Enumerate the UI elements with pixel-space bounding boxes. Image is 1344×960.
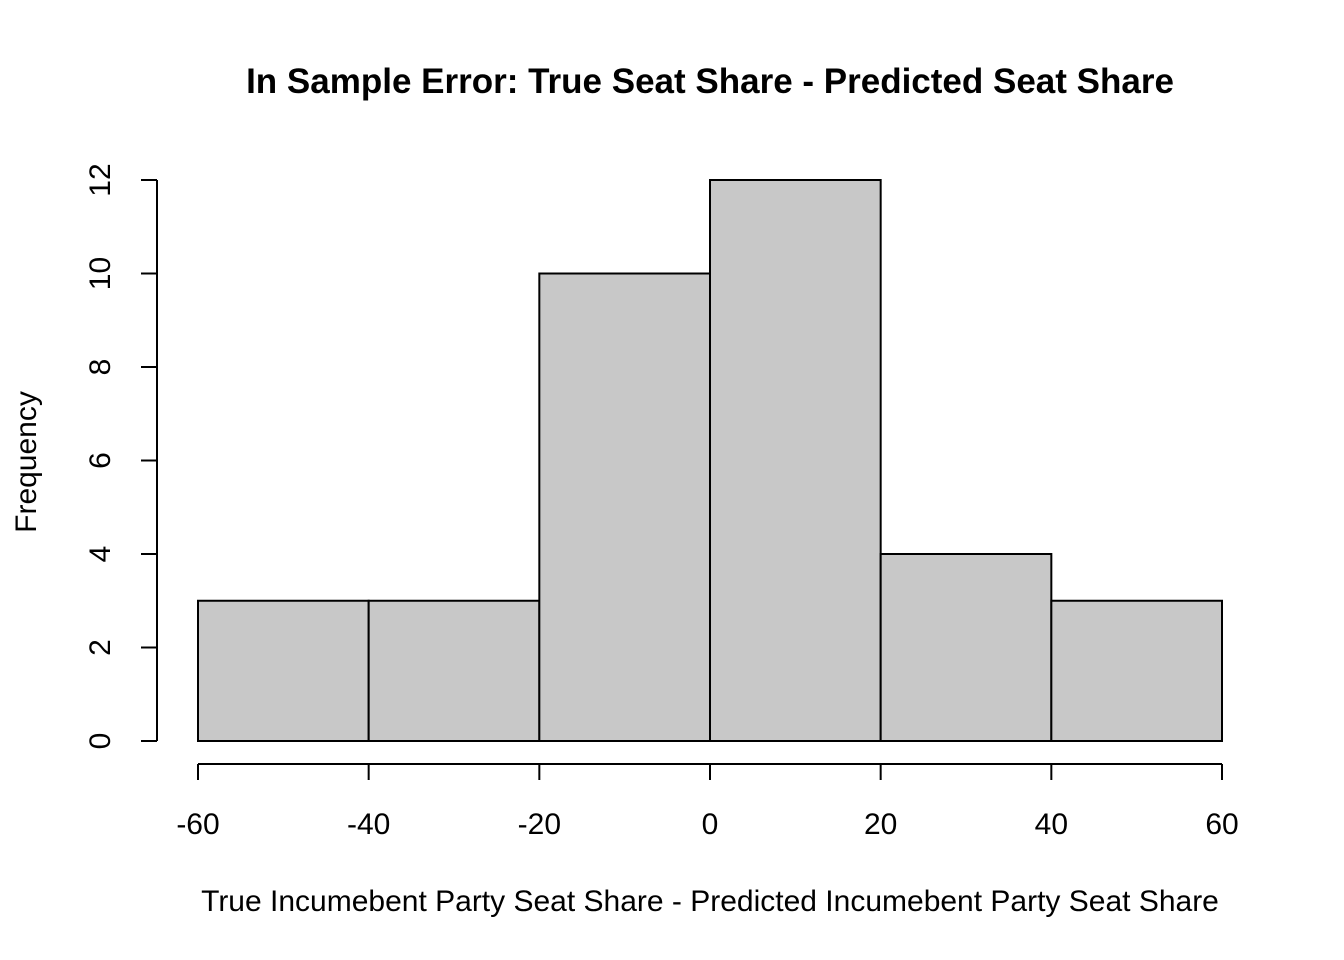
histogram-bar: [197, 599, 370, 742]
x-tick-label: 60: [1205, 808, 1238, 841]
x-tick-label: -60: [176, 808, 219, 841]
y-tick-label: 4: [84, 546, 117, 563]
histogram-bar: [367, 599, 541, 742]
y-tick-label: 12: [84, 163, 117, 196]
x-tick-label: -40: [347, 808, 390, 841]
y-tick-label: 8: [84, 359, 117, 376]
histogram-bar: [538, 272, 711, 742]
x-tick-label: -20: [518, 808, 561, 841]
chart-title: In Sample Error: True Seat Share - Predi…: [246, 62, 1174, 101]
histogram-bar: [709, 179, 882, 742]
x-tick-label: 40: [1035, 808, 1068, 841]
y-axis-label: Frequency: [10, 391, 43, 533]
bars-group: [197, 179, 1224, 742]
y-tick-label: 0: [84, 733, 117, 750]
x-axis: -60 -40 -20 0 20 40 60: [176, 763, 1239, 841]
histogram-bar: [879, 553, 1053, 742]
y-axis: 0 2 4 6 8 10 12: [84, 163, 158, 750]
histogram-bar: [1050, 599, 1224, 742]
y-tick-label: 10: [84, 257, 117, 290]
x-axis-label: True Incumebent Party Seat Share - Predi…: [201, 885, 1219, 918]
x-tick-label: 20: [864, 808, 897, 841]
x-tick-label: 0: [702, 808, 719, 841]
y-tick-label: 2: [84, 639, 117, 656]
y-tick-label: 6: [84, 452, 117, 469]
